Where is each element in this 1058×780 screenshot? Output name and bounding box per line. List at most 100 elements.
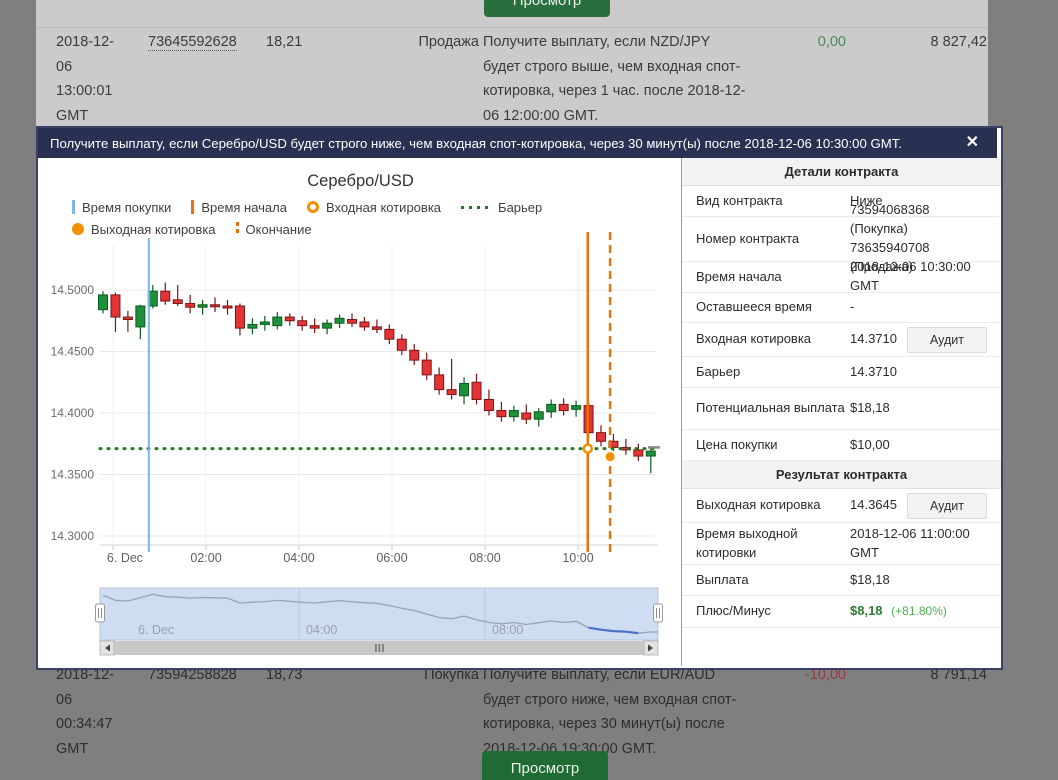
row-payout: Выплата $18,18 <box>682 565 1001 596</box>
svg-text:14.5000: 14.5000 <box>51 283 95 297</box>
svg-text:14.4000: 14.4000 <box>51 406 95 420</box>
row-label: Оставшееся время <box>696 299 812 315</box>
action-cell: Покупка <box>424 667 479 683</box>
row-contract-number: Номер контракта 73594068368 (Покупка) 73… <box>682 202 1001 274</box>
row-purchase-price: Цена покупки $10,00 <box>682 430 1001 461</box>
action-cell: Продажа <box>418 34 479 50</box>
profit-loss-cell: -10,00 <box>804 667 846 683</box>
audit-button[interactable]: Аудит <box>907 492 987 519</box>
balance-cell: 8 791,14 <box>930 667 987 683</box>
chart-grid: 14.5000 14.4500 14.4000 14.3500 14.3000 6. De… <box>51 245 658 565</box>
navigator[interactable]: 6. Dec 04:00 08:00 <box>95 587 663 641</box>
contract-ref-link[interactable]: 73594258828 <box>148 667 237 683</box>
legend-item-4[interactable]: Барьер <box>461 200 542 215</box>
legend-item-1[interactable]: Время покупки <box>72 200 171 215</box>
row-contract-type: Вид контракта Ниже <box>682 186 1001 217</box>
row-potential-payout: Потенциальная выплата $18,18 <box>682 388 1001 430</box>
date-line: 06 <box>56 691 73 708</box>
date-line: GMT <box>56 107 89 124</box>
row-value: 2018-12-06 11:00:00 GMT <box>850 525 970 560</box>
date-line: 06 <box>56 58 73 75</box>
profit-value: $8,18 <box>850 603 883 619</box>
row-remaining-time: Оставшееся время - <box>682 293 1001 323</box>
legend-label: Входная котировка <box>325 199 442 215</box>
chart-title: Серебро/USD <box>307 172 414 190</box>
description-cell: Получите выплату, если NZD/JPY будет стр… <box>483 34 746 124</box>
scroll-left-icon <box>105 644 110 652</box>
marker-solid-icon <box>72 223 84 235</box>
row-label: Номер контракта <box>696 230 800 246</box>
row-profit-loss: Плюс/Минус $8,18 (+81.80%) <box>682 596 1001 628</box>
row-value: 14.3710 <box>850 363 897 379</box>
trade-ref-cell: 73594258828 <box>148 663 237 688</box>
row-value: 14.3710 <box>850 331 897 347</box>
profit-percent: (+81.80%) <box>891 604 947 619</box>
svg-text:14.3500: 14.3500 <box>51 468 95 482</box>
row-value: 14.3645 <box>850 497 897 513</box>
row-value: 2018-12-06 10:30:00 GMT <box>850 259 971 293</box>
trade-date-cell: 2018-12- 06 13:00:01 GMT <box>56 30 146 128</box>
contract-details-modal: Получите выплату, если Серебро/USD будет… <box>36 126 1003 670</box>
legend-label: Время начала <box>201 199 287 215</box>
marker-hollow-icon <box>306 201 319 213</box>
legend-item-6[interactable]: Окончание <box>235 222 312 237</box>
svg-text:08:00: 08:00 <box>492 623 523 637</box>
navigator-handle[interactable] <box>653 603 663 623</box>
table-row-divider <box>36 27 988 28</box>
row-label: Выплата <box>696 571 749 587</box>
candlesticks <box>98 282 656 474</box>
chart-scrollbar[interactable] <box>99 640 659 656</box>
price-chart[interactable]: 14.5000 14.4500 14.4000 14.3500 14.3000 6. De… <box>38 158 683 666</box>
legend-label: Барьер <box>498 199 543 215</box>
row-value: Ниже <box>850 192 883 208</box>
profit-loss-cell: 0,00 <box>817 34 846 50</box>
chart-markers <box>98 232 660 552</box>
row-label: Время выходной котировки <box>696 525 798 560</box>
dotted-line-icon <box>461 205 492 209</box>
row-value: $18,18 <box>850 571 890 587</box>
vline-dashed-icon <box>235 222 239 236</box>
svg-text:14.4500: 14.4500 <box>51 345 95 359</box>
description-cell: Получите выплату, если EUR/AUD будет стр… <box>483 667 737 757</box>
svg-text:6. Dec: 6. Dec <box>107 551 143 565</box>
navigator-handle[interactable] <box>95 603 105 623</box>
legend-item-3[interactable]: Входная котировка <box>306 199 442 215</box>
background-table-top <box>36 0 988 128</box>
legend-item-2[interactable]: Время начала <box>191 200 287 215</box>
scroll-right-icon <box>648 644 653 652</box>
svg-text:08:00: 08:00 <box>469 551 500 565</box>
modal-title: Получите выплату, если Серебро/USD будет… <box>50 135 902 151</box>
balance-cell: 8 827,42 <box>930 34 987 50</box>
row-entry-spot: Входная котировка 14.3710 Аудит <box>682 323 1001 357</box>
svg-text:6. Dec: 6. Dec <box>138 623 174 637</box>
modal-header: Получите выплату, если Серебро/USD будет… <box>38 128 997 158</box>
row-value: $8,18 (+81.80%) <box>850 602 987 621</box>
svg-text:14.3000: 14.3000 <box>51 529 95 543</box>
svg-text:10:00: 10:00 <box>562 551 593 565</box>
contract-ref-link[interactable]: 73645592628 <box>148 34 237 51</box>
contract-number-sell: 73635940708 (Продажа) <box>850 240 930 274</box>
row-label: Вид контракта <box>696 192 783 208</box>
legend-label: Выходная котировка <box>91 221 216 237</box>
date-line: 13:00:01 <box>56 83 113 99</box>
row-barrier: Барьер 14.3710 <box>682 357 1001 388</box>
chart-legend-row-1: Время покупки Время начала Входная котиров… <box>72 198 562 216</box>
view-button-top[interactable]: Просмотр <box>484 0 610 17</box>
row-label: Выходная котировка <box>696 497 821 513</box>
audit-button[interactable]: Аудит <box>907 326 987 353</box>
trade-date-cell: 2018-12- 06 00:34:47 GMT <box>56 663 146 761</box>
row-label: Время начала <box>696 268 782 284</box>
close-icon[interactable]: ✕ <box>960 134 985 152</box>
details-header: Детали контракта <box>682 158 1001 186</box>
row-label: Цена покупки <box>696 436 778 452</box>
legend-label: Время покупки <box>82 199 172 215</box>
row-value: - <box>850 299 855 315</box>
view-button-bottom[interactable]: Просмотр <box>482 751 608 780</box>
row-value: $18,18 <box>850 400 890 416</box>
svg-text:04:00: 04:00 <box>306 623 337 637</box>
vline-solid-icon <box>191 200 195 214</box>
row-value: 73594068368 (Покупка) 73635940708 (Прода… <box>850 201 987 276</box>
svg-text:06:00: 06:00 <box>376 551 407 565</box>
legend-item-5[interactable]: Выходная котировка <box>72 222 216 237</box>
